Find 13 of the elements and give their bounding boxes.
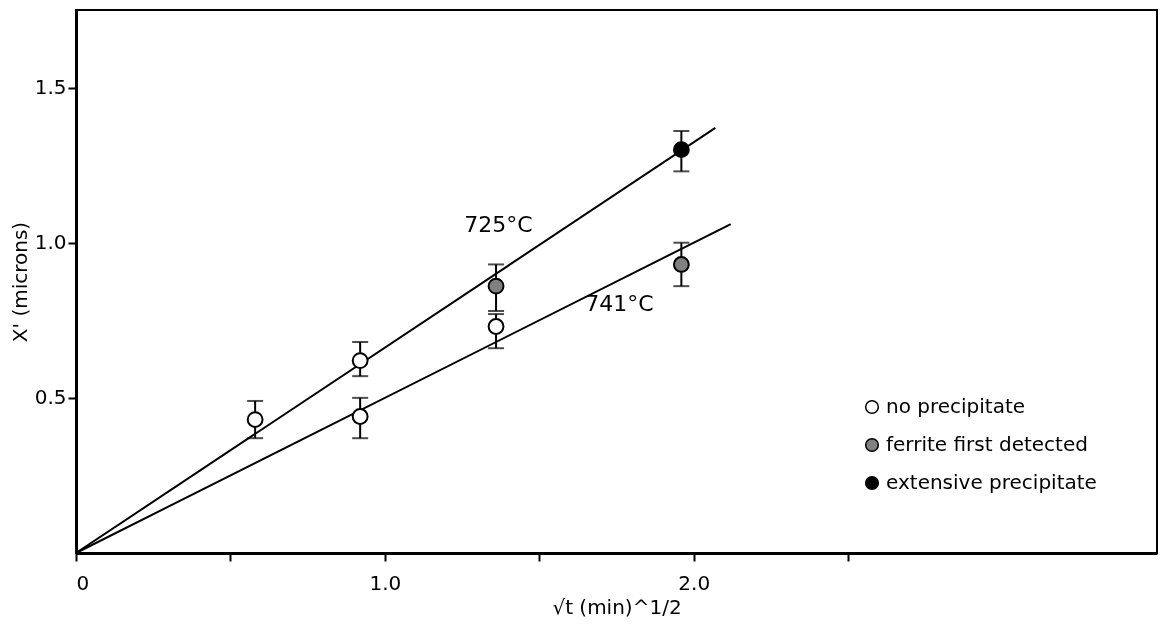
- x-tick-label: 1.0: [369, 570, 402, 595]
- y-tick-label: 1.0: [34, 230, 67, 255]
- x-tick-label: 0: [76, 570, 90, 595]
- series-label: 725°C: [464, 212, 533, 238]
- y-tick-label: 1.5: [34, 75, 67, 100]
- x-tick-label: 2.0: [678, 570, 711, 595]
- legend-label: extensive precipitate: [886, 470, 1097, 494]
- x-axis-title: √t (min)^1/2: [552, 594, 682, 619]
- legend-label: ferrite first detected: [886, 432, 1088, 456]
- y-tick-label: 0.5: [34, 385, 67, 410]
- series-label: 741°C: [585, 291, 654, 317]
- y-axis-title: X' (microns): [7, 221, 32, 343]
- legend-label: no precipitate: [886, 394, 1026, 418]
